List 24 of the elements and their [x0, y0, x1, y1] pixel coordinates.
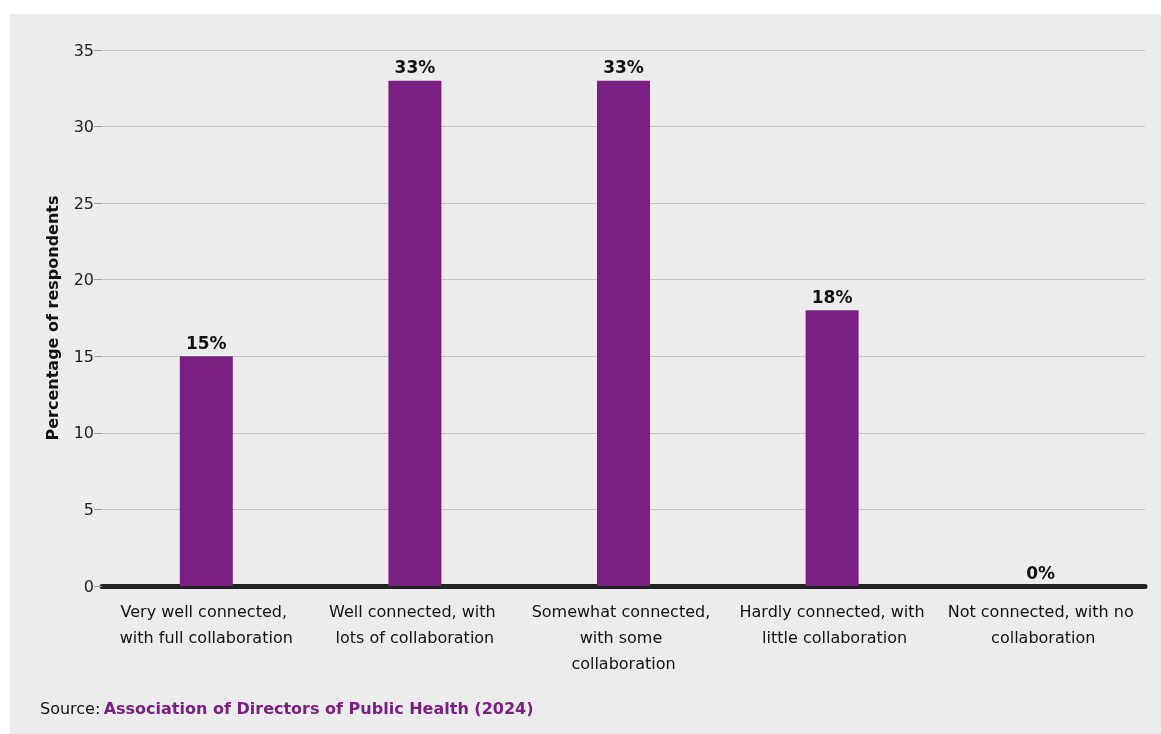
y-tick-label: 20: [73, 270, 94, 290]
x-tick-label: Somewhat connected, with some collaboration: [531, 601, 716, 673]
y-tick-label: 25: [73, 193, 94, 213]
y-tick-label: 35: [73, 40, 94, 60]
y-axis-title: Percentage of respondents: [42, 195, 62, 441]
x-tick-label: Well connected, with lots of collaboration: [329, 601, 501, 647]
y-tick-label: 0: [83, 576, 94, 596]
data-label: 15%: [185, 332, 227, 353]
y-tick-label: 30: [73, 117, 94, 137]
bar: [388, 80, 442, 586]
source-note: Source: Association of Directors of Public Health (2024): [40, 698, 534, 718]
data-label: 18%: [811, 286, 853, 307]
x-tick-label: Not connected, with no collaboration: [947, 601, 1134, 647]
x-tick-label: Very well connected, with full collaboration: [119, 601, 293, 647]
bar: [597, 80, 650, 586]
x-tick-label: Hardly connected, with little collaboration: [739, 601, 925, 647]
bar: [179, 356, 233, 586]
y-tick-label: 5: [83, 499, 94, 519]
data-label: 33%: [394, 57, 436, 78]
data-label: 0%: [1026, 562, 1056, 583]
bar: [805, 310, 859, 586]
data-label: 33%: [603, 57, 644, 78]
y-tick-label: 15: [73, 346, 94, 366]
y-tick-label: 10: [73, 423, 94, 443]
